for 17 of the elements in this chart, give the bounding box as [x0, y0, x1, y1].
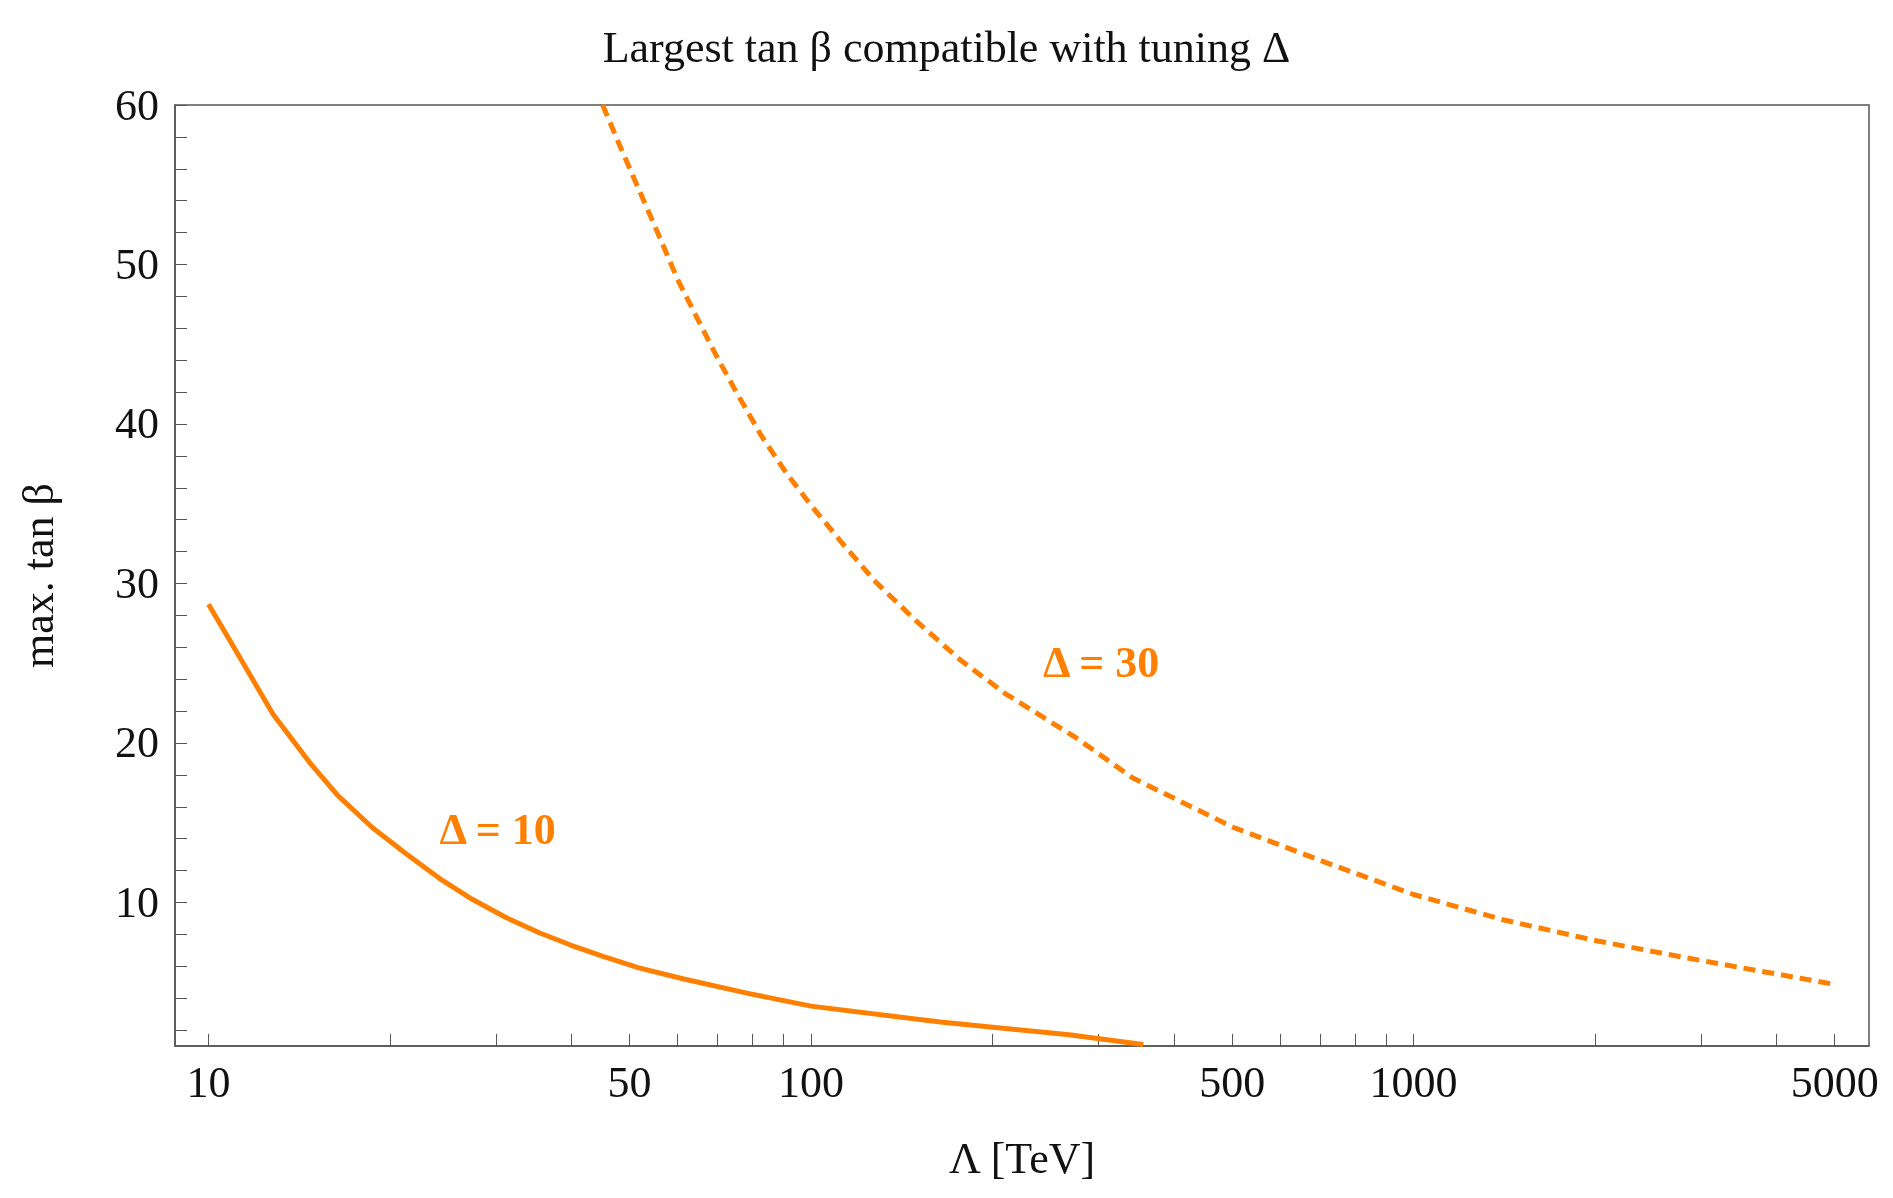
- y-tick-label: 20: [115, 718, 159, 768]
- x-tick-label: 5000: [1790, 1057, 1879, 1107]
- y-tick-label: 10: [115, 877, 159, 927]
- y-tick-label: 50: [115, 239, 159, 289]
- x-tick-label: 10: [186, 1057, 231, 1107]
- y-tick-label: 40: [115, 399, 159, 449]
- x-tick-label: 1000: [1369, 1057, 1458, 1107]
- x-tick-label: 100: [778, 1057, 844, 1107]
- x-axis-title: Λ [TeV]: [948, 1133, 1096, 1183]
- chart-title: Largest tan β compatible with tuning Δ: [602, 22, 1291, 72]
- series-label: Δ = 10: [439, 805, 556, 855]
- y-tick-label: 30: [115, 558, 159, 608]
- series-label: Δ = 30: [1043, 638, 1160, 688]
- x-tick-label: 50: [607, 1057, 652, 1107]
- y-tick-label: 60: [115, 80, 159, 130]
- y-axis-title: max. tan β: [13, 483, 63, 668]
- x-tick-label: 500: [1199, 1057, 1266, 1107]
